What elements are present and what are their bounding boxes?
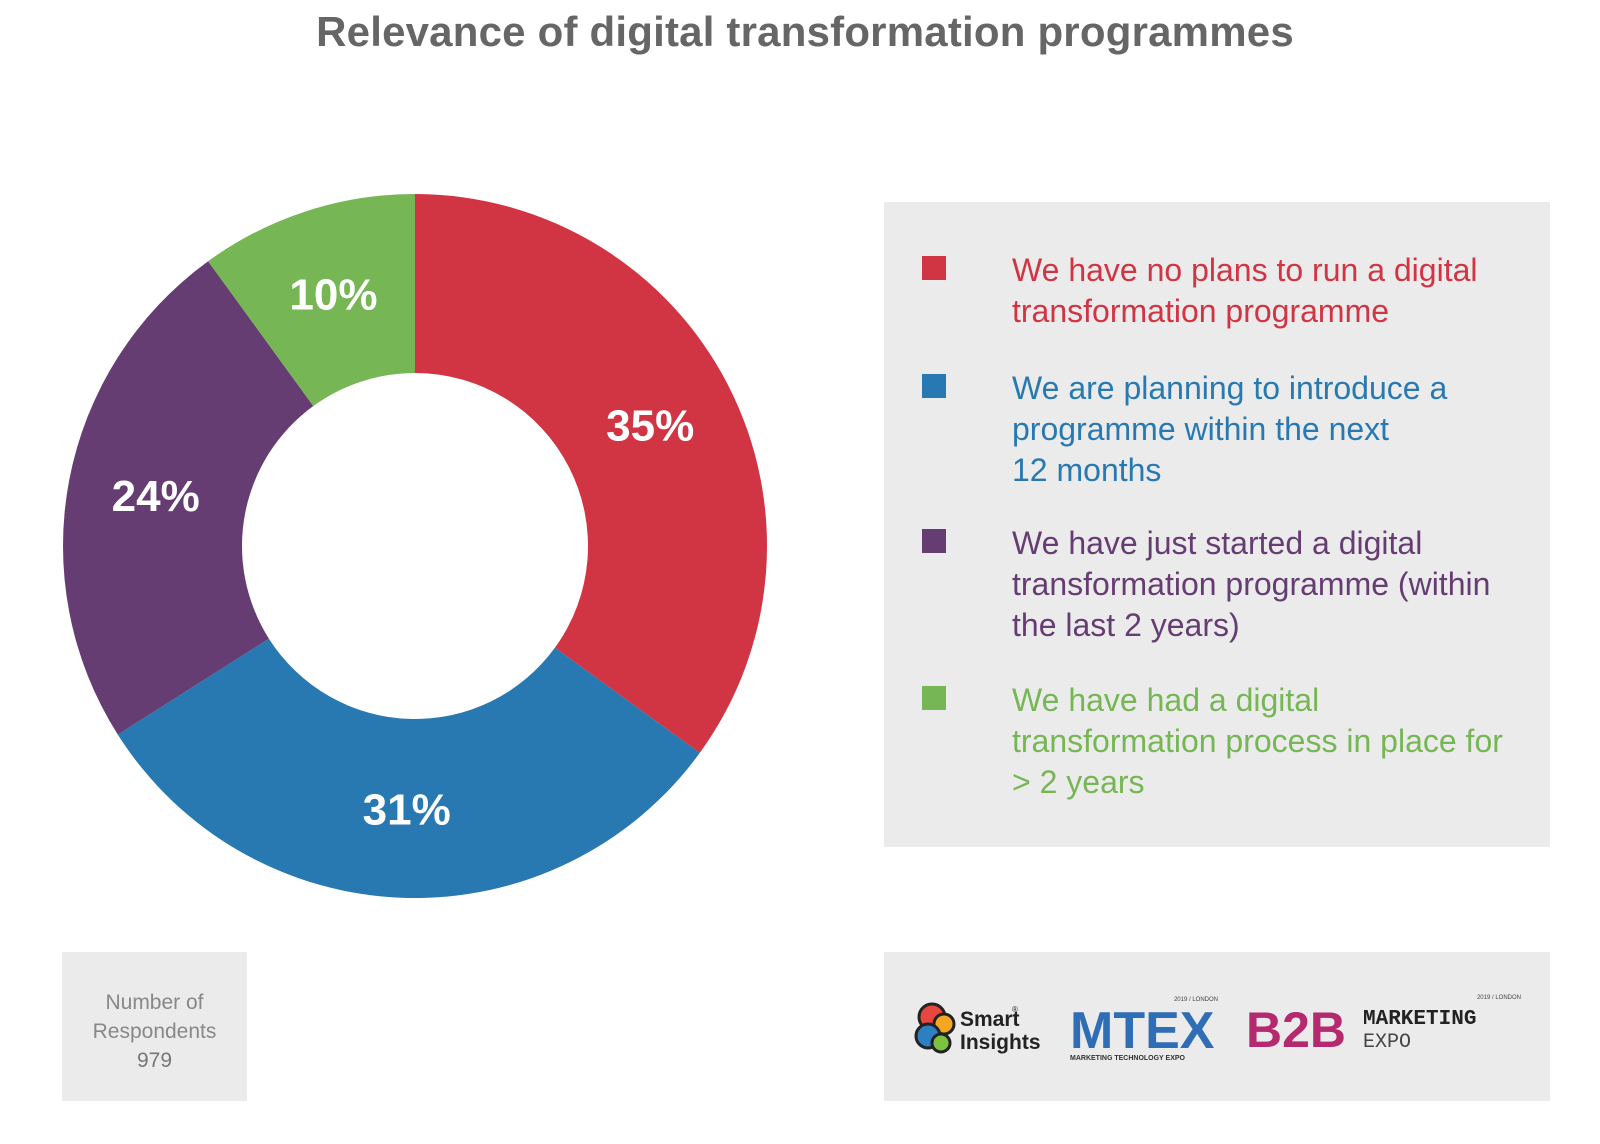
smart-insights-logo: Smart ® Insights — [914, 1002, 1041, 1054]
legend-label-no-plans: We have no plans to run a digital transf… — [1012, 250, 1552, 332]
donut-slice-just-started — [62, 261, 314, 735]
legend-swatch-just-started — [922, 529, 946, 553]
mtex-tag: 2019 / LONDON — [1174, 997, 1218, 1003]
legend: We have no plans to run a digital transf… — [884, 202, 1550, 847]
legend-line: programme within the next — [1012, 411, 1390, 447]
legend-line: We have had a digital — [1012, 682, 1320, 718]
respondents-label-line1: Number of — [105, 991, 204, 1014]
donut-label-no-plans: 35% — [606, 402, 694, 451]
legend-swatch-in-place — [922, 686, 946, 710]
donut-label-planning: 31% — [363, 785, 451, 834]
legend-line: We are planning to introduce a — [1012, 370, 1448, 406]
respondents-box: Number of Respondents 979 — [62, 952, 247, 1101]
legend-swatch-planning — [922, 374, 946, 398]
sponsor-logos-svg: Smart ® Insights 2019 / LONDON MTEX MARK… — [914, 995, 1521, 1062]
smart-insights-mark: ® — [1012, 1005, 1018, 1014]
b2b-marketing-expo-logo: 2019 / LONDON B2B MARKETING EXPO — [1246, 995, 1521, 1058]
mtex-sub: MARKETING TECHNOLOGY EXPO — [1070, 1055, 1186, 1062]
legend-swatch-no-plans — [922, 256, 946, 280]
legend-label-planning: We are planning to introduce a programme… — [1012, 368, 1552, 491]
donut-slice-planning — [117, 638, 700, 898]
donut-slice-in-place — [208, 194, 415, 407]
mtex-logo: 2019 / LONDON MTEX MARKETING TECHNOLOGY … — [1070, 997, 1218, 1062]
respondents-label-line2: Respondents — [92, 1020, 217, 1043]
b2b-line2: EXPO — [1363, 1031, 1411, 1054]
b2b-tag: 2019 / LONDON — [1477, 995, 1521, 1001]
legend-label-just-started: We have just started a digital transform… — [1012, 523, 1552, 646]
donut-slice-no-plans — [415, 194, 768, 753]
sponsor-logos: Smart ® Insights 2019 / LONDON MTEX MARK… — [884, 952, 1550, 1101]
donut-label-just-started: 24% — [112, 472, 200, 521]
smart-insights-line2: Insights — [960, 1031, 1041, 1054]
mtex-name: MTEX — [1070, 1002, 1215, 1060]
b2b-name: B2B — [1246, 1002, 1346, 1058]
donut-label-in-place: 10% — [289, 270, 377, 319]
smart-insights-line1: Smart — [960, 1008, 1020, 1031]
chart-title: Relevance of digital transformation prog… — [316, 8, 1294, 55]
legend-line: We have just started a digital — [1012, 525, 1423, 561]
legend-line: transformation programme — [1012, 293, 1390, 329]
legend-line: > 2 years — [1012, 764, 1145, 800]
legend-line: We have no plans to run a digital — [1012, 252, 1478, 288]
legend-line: transformation process in place for — [1012, 723, 1503, 759]
donut-chart: 35% 31% 24% 10% — [62, 194, 768, 898]
legend-line: transformation programme (within — [1012, 566, 1491, 602]
legend-line: the last 2 years) — [1012, 607, 1240, 643]
legend-line: 12 months — [1012, 452, 1162, 488]
legend-label-in-place: We have had a digital transformation pro… — [1012, 680, 1552, 803]
respondents-count: 979 — [136, 1049, 173, 1072]
b2b-line1: MARKETING — [1363, 1008, 1476, 1031]
